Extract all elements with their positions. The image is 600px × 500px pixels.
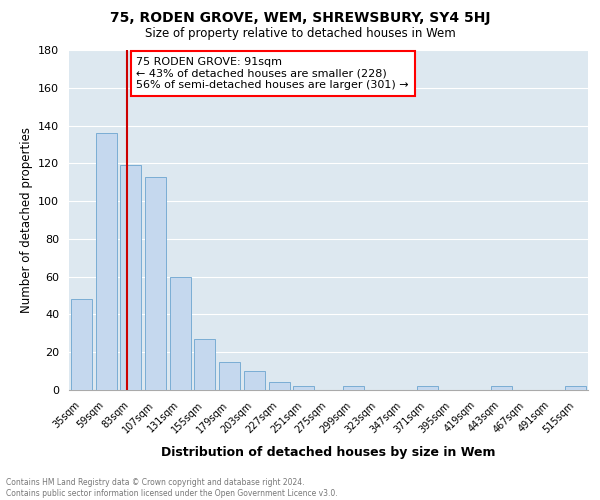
Bar [491,386,512,390]
Bar [71,300,92,390]
Bar [565,386,586,390]
Bar [343,386,364,390]
Text: 75, RODEN GROVE, WEM, SHREWSBURY, SY4 5HJ: 75, RODEN GROVE, WEM, SHREWSBURY, SY4 5H… [110,11,490,25]
Bar [417,386,438,390]
Bar [95,133,116,390]
Bar [194,339,215,390]
Bar [293,386,314,390]
Y-axis label: Number of detached properties: Number of detached properties [20,127,32,313]
Bar [269,382,290,390]
Text: 75 RODEN GROVE: 91sqm
← 43% of detached houses are smaller (228)
56% of semi-det: 75 RODEN GROVE: 91sqm ← 43% of detached … [136,57,409,90]
Bar [244,371,265,390]
Bar [145,176,166,390]
X-axis label: Distribution of detached houses by size in Wem: Distribution of detached houses by size … [161,446,496,459]
Bar [120,165,141,390]
Bar [170,276,191,390]
Text: Size of property relative to detached houses in Wem: Size of property relative to detached ho… [145,28,455,40]
Bar [219,362,240,390]
Text: Contains HM Land Registry data © Crown copyright and database right 2024.
Contai: Contains HM Land Registry data © Crown c… [6,478,338,498]
